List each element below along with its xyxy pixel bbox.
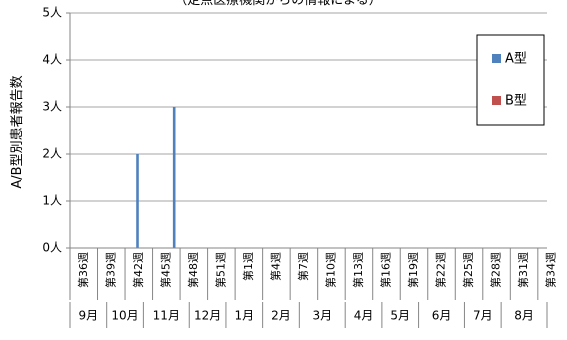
- y-tick-label: 5人: [42, 6, 62, 20]
- x-tick-label: 第45週: [158, 252, 172, 288]
- x-tick-label: 第4週: [268, 252, 282, 281]
- month-label: 8月: [514, 309, 534, 323]
- x-tick-label: 第25週: [461, 252, 475, 288]
- axes: [69, 13, 547, 249]
- x-tick-label: 第48週: [186, 252, 200, 288]
- x-tick-label: 第22週: [434, 252, 448, 288]
- x-tick-label: 第7週: [296, 252, 310, 281]
- month-label: 1月: [234, 309, 254, 323]
- month-label: 2月: [271, 309, 291, 323]
- y-tick-label: 3人: [42, 100, 62, 114]
- legend-label: A型: [505, 52, 527, 67]
- month-label: 5月: [390, 309, 410, 323]
- x-tick-label: 第13週: [351, 252, 365, 288]
- x-tick-label: 第31週: [516, 252, 530, 288]
- y-tick-label: 0人: [42, 241, 62, 255]
- month-label: 9月: [79, 309, 99, 323]
- month-label: 10月: [111, 309, 138, 323]
- gridlines: [70, 12, 547, 202]
- legend: A型 B型: [476, 34, 545, 126]
- x-tick-label: 第39週: [103, 252, 117, 288]
- month-label: 4月: [354, 309, 374, 323]
- x-tick-label: 第1週: [241, 252, 255, 281]
- x-tick-label: 第16週: [378, 252, 392, 288]
- x-tick-label: 第51週: [213, 252, 227, 288]
- bars: [136, 107, 176, 248]
- y-axis-label: A/B型別患者報告数: [10, 75, 25, 188]
- legend-box: [476, 34, 545, 126]
- month-label: 3月: [312, 309, 332, 323]
- x-tick-label: 第42週: [131, 252, 145, 288]
- x-tick-label: 第10週: [323, 252, 337, 288]
- legend-label: B型: [505, 94, 527, 109]
- legend-swatch: [492, 54, 501, 63]
- x-tick-label: 第34週: [544, 252, 558, 288]
- month-label: 6月: [432, 309, 452, 323]
- month-label: 11月: [153, 309, 180, 323]
- month-axis: 9月 10月 11月 12月 1月 2月 3月 4月 5月 6月 7月 8月: [69, 302, 548, 328]
- x-tick-label: 第36週: [76, 252, 90, 288]
- month-label: 12月: [194, 309, 221, 323]
- legend-swatch: [492, 96, 501, 105]
- bar-a: [172, 107, 176, 248]
- x-tick-label: 第19週: [406, 252, 420, 288]
- y-tick-label: 2人: [42, 147, 62, 161]
- y-tick-label: 4人: [42, 53, 62, 67]
- x-tick-label: 第28週: [489, 252, 503, 288]
- y-axis-ticks: 0人 1人 2人 3人 4人 5人: [42, 6, 70, 255]
- y-tick-label: 1人: [42, 194, 62, 208]
- bar-a: [136, 154, 139, 248]
- x-axis-ticks: 第36週 第39週 第42週 第45週 第48週 第51週 第1週 第4週 第7週 第10週 第13…: [69, 248, 558, 300]
- month-label: 7月: [473, 309, 493, 323]
- chart-title: （定点医療機関からの情報による）: [174, 0, 382, 8]
